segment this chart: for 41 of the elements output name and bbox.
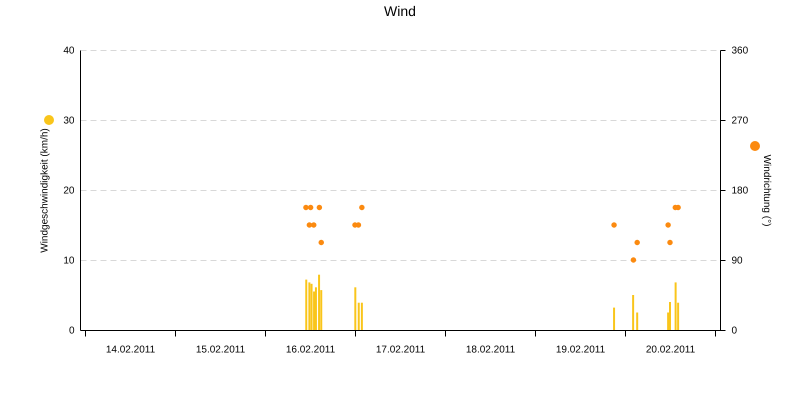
bar [613, 308, 616, 330]
point [316, 204, 322, 210]
chart-title: Wind [384, 3, 416, 19]
y2-axis-title: Windrichtung (°) [761, 154, 772, 226]
x-tick-label: 17.02.2011 [376, 344, 426, 356]
point [665, 222, 671, 228]
y-tick-label: 0 [68, 326, 75, 336]
x-tick-label: 14.02.2011 [106, 344, 156, 356]
bar [318, 274, 320, 330]
point [311, 222, 316, 228]
point [611, 222, 617, 228]
point [359, 204, 365, 210]
bar [669, 302, 671, 330]
y-tick-label: 40 [63, 46, 75, 56]
bar [360, 302, 363, 330]
point [308, 204, 314, 210]
point [630, 257, 636, 263]
bar [305, 280, 308, 330]
y-tick-label: 30 [63, 116, 75, 126]
point [634, 240, 640, 246]
x-tick-label: 20.02.2011 [646, 344, 696, 356]
x-tick-label: 18.02.2011 [466, 344, 516, 356]
bar [674, 282, 677, 330]
x-tick-label: 16.02.2011 [286, 344, 336, 356]
bar [310, 284, 313, 330]
y2-tick-label: 270 [732, 116, 749, 126]
bar [308, 282, 310, 330]
y2-tick-label: 0 [732, 326, 738, 336]
y2-tick-label: 180 [732, 186, 749, 196]
point [667, 240, 673, 246]
point [318, 240, 324, 246]
y-tick-label: 20 [63, 186, 75, 196]
bar [632, 295, 634, 330]
y2-tick-label: 90 [732, 256, 744, 266]
bar [354, 287, 356, 330]
bar [636, 312, 638, 330]
x-tick-label: 19.02.2011 [556, 344, 606, 356]
x-tick-label: 15.02.2011 [196, 344, 246, 356]
y2-tick-label: 360 [732, 46, 749, 56]
y-tick-label: 10 [63, 256, 75, 266]
y-axis-title: Windgeschwindigkeit (km/h) [39, 128, 50, 253]
